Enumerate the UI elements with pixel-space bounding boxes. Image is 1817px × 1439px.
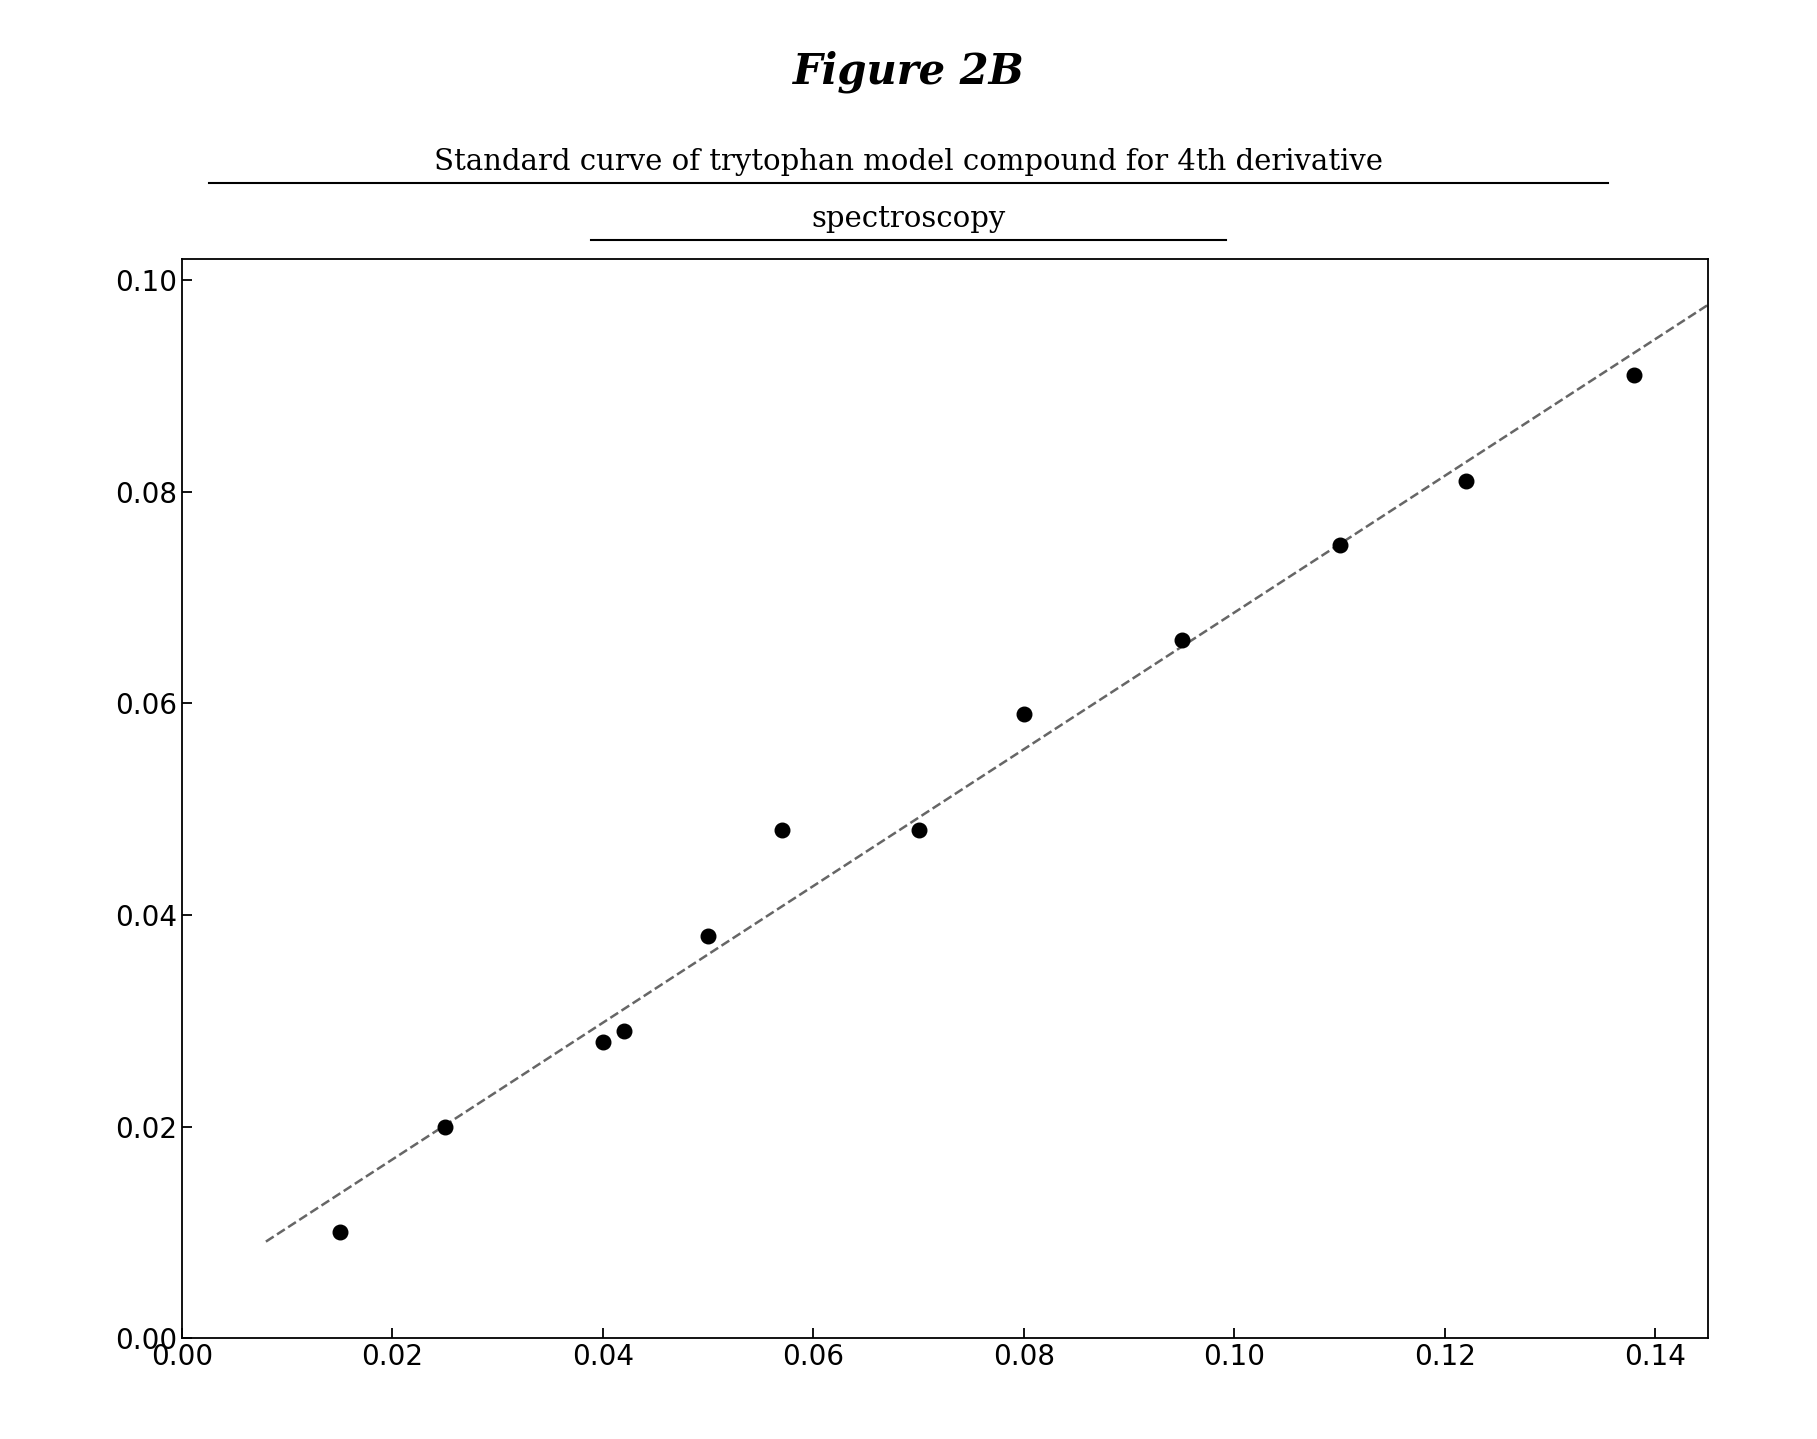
Text: spectroscopy: spectroscopy [812,206,1005,233]
Point [1167,629,1196,652]
Text: Figure 2B: Figure 2B [792,50,1025,94]
Point [609,1020,638,1043]
Point [694,925,723,948]
Point [431,1115,460,1138]
Point [1008,702,1038,725]
Point [767,819,796,842]
Text: Standard curve of trytophan model compound for 4th derivative: Standard curve of trytophan model compou… [434,148,1383,176]
Point [325,1220,354,1243]
Point [905,819,934,842]
Point [1325,534,1354,557]
Point [1452,469,1481,492]
Point [589,1030,618,1053]
Point [1619,364,1648,387]
